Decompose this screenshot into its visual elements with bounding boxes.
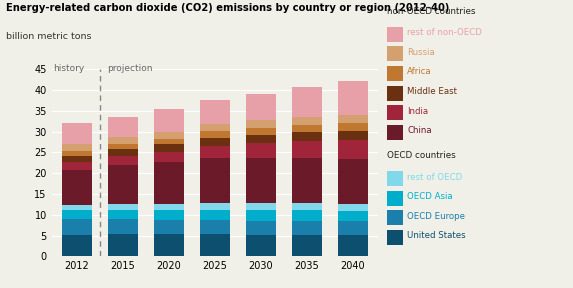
Text: non-OECD countries: non-OECD countries [387, 7, 475, 16]
Bar [62, 144, 92, 151]
Text: Energy-related carbon dioxide (CO2) emissions by country or region (2012-40): Energy-related carbon dioxide (CO2) emis… [6, 3, 449, 13]
Text: United States: United States [407, 231, 466, 240]
Bar [108, 165, 138, 204]
Bar [62, 151, 92, 156]
Bar [246, 158, 276, 204]
Text: billion metric tons: billion metric tons [6, 32, 91, 41]
Text: OECD Asia: OECD Asia [407, 192, 453, 201]
Text: projection: projection [107, 64, 152, 73]
Text: history: history [53, 64, 84, 73]
Bar [154, 234, 184, 256]
Bar [200, 131, 230, 138]
Bar [200, 158, 230, 203]
Bar [108, 156, 138, 165]
Bar [246, 120, 276, 128]
Bar [338, 131, 368, 140]
Bar [292, 87, 322, 117]
Bar [292, 204, 322, 210]
Bar [246, 204, 276, 210]
Bar [246, 135, 276, 143]
Bar [246, 210, 276, 221]
Bar [338, 123, 368, 131]
Bar [292, 117, 322, 125]
Bar [154, 132, 184, 139]
Text: rest of non-OECD: rest of non-OECD [407, 28, 482, 37]
Bar [62, 205, 92, 210]
Bar [338, 115, 368, 123]
Text: Middle East: Middle East [407, 87, 457, 96]
Text: OECD countries: OECD countries [387, 151, 456, 160]
Bar [154, 139, 184, 144]
Bar [154, 152, 184, 162]
Text: rest of OECD: rest of OECD [407, 173, 462, 181]
Bar [338, 159, 368, 204]
Bar [108, 117, 138, 137]
Bar [108, 137, 138, 144]
Text: Africa: Africa [407, 67, 432, 76]
Bar [200, 234, 230, 256]
Bar [338, 81, 368, 115]
Bar [292, 158, 322, 204]
Bar [200, 220, 230, 234]
Bar [154, 162, 184, 204]
Bar [338, 140, 368, 159]
Bar [246, 94, 276, 120]
Bar [154, 144, 184, 152]
Bar [200, 146, 230, 158]
Bar [292, 132, 322, 141]
Bar [108, 234, 138, 256]
Bar [200, 124, 230, 131]
Bar [62, 235, 92, 256]
Bar [292, 235, 322, 256]
Bar [200, 100, 230, 124]
Bar [62, 156, 92, 162]
Bar [108, 210, 138, 219]
Bar [108, 204, 138, 210]
Bar [62, 219, 92, 235]
Bar [200, 210, 230, 220]
Bar [246, 128, 276, 135]
Bar [338, 221, 368, 235]
Bar [154, 220, 184, 234]
Bar [200, 138, 230, 146]
Bar [292, 141, 322, 158]
Bar [338, 235, 368, 256]
Bar [108, 219, 138, 234]
Bar [246, 221, 276, 235]
Text: India: India [407, 107, 429, 115]
Bar [62, 123, 92, 144]
Bar [292, 221, 322, 235]
Bar [154, 204, 184, 210]
Bar [338, 204, 368, 211]
Bar [200, 203, 230, 210]
Bar [338, 211, 368, 221]
Bar [62, 162, 92, 170]
Bar [292, 125, 322, 132]
Bar [62, 170, 92, 205]
Bar [154, 210, 184, 220]
Bar [246, 235, 276, 256]
Bar [108, 149, 138, 156]
Bar [108, 144, 138, 149]
Bar [246, 143, 276, 158]
Text: China: China [407, 126, 432, 135]
Text: OECD Europe: OECD Europe [407, 212, 465, 221]
Bar [62, 210, 92, 219]
Text: Russia: Russia [407, 48, 435, 57]
Bar [154, 109, 184, 132]
Bar [292, 210, 322, 221]
